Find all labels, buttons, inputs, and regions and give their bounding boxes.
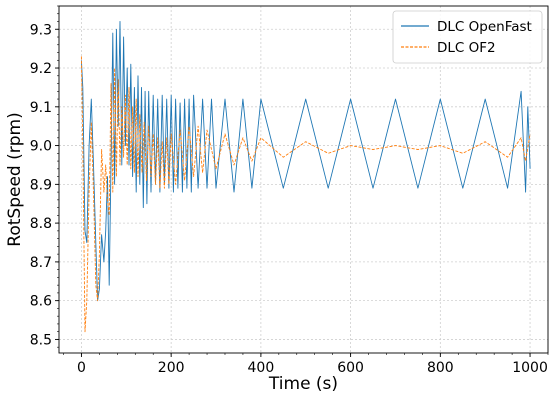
legend-label-of2: DLC OF2 xyxy=(437,40,496,56)
x-tick-label-0: 0 xyxy=(77,360,86,376)
x-tick-label-2: 400 xyxy=(248,360,275,376)
y-tick-label-7: 9.2 xyxy=(30,61,52,77)
legend-box xyxy=(392,10,543,64)
y-tick-label-4: 8.9 xyxy=(30,177,52,193)
y-tick-label-1: 8.6 xyxy=(30,294,52,310)
y-tick-label-3: 8.8 xyxy=(30,216,52,232)
x-tick-label-4: 800 xyxy=(427,360,454,376)
x-tick-label-5: 1000 xyxy=(512,360,548,376)
legend: DLC OpenFast DLC OF2 xyxy=(392,10,543,64)
y-tick-label-0: 8.5 xyxy=(30,332,52,348)
x-axis-title: Time (s) xyxy=(268,374,338,394)
x-tick-label-1: 200 xyxy=(158,360,185,376)
plot-frame xyxy=(58,5,549,354)
y-tick-label-8: 9.3 xyxy=(30,22,52,38)
x-tick-label-3: 600 xyxy=(337,360,364,376)
y-tick-label-5: 9.0 xyxy=(30,139,52,155)
series-layer xyxy=(80,21,531,333)
grid-lines xyxy=(59,6,548,353)
series-line-openfast xyxy=(80,21,531,302)
legend-label-openfast: DLC OpenFast xyxy=(437,19,532,35)
series-line-of2 xyxy=(80,56,531,333)
axis-ticks: 0 200 400 600 800 1000 8.5 8.6 8.7 8.8 8.9 9.0 9.1 9.… xyxy=(30,5,549,376)
y-tick-label-2: 8.7 xyxy=(30,255,52,271)
y-axis-title: RotSpeed (rpm) xyxy=(5,112,25,246)
y-tick-label-6: 9.1 xyxy=(30,100,52,116)
